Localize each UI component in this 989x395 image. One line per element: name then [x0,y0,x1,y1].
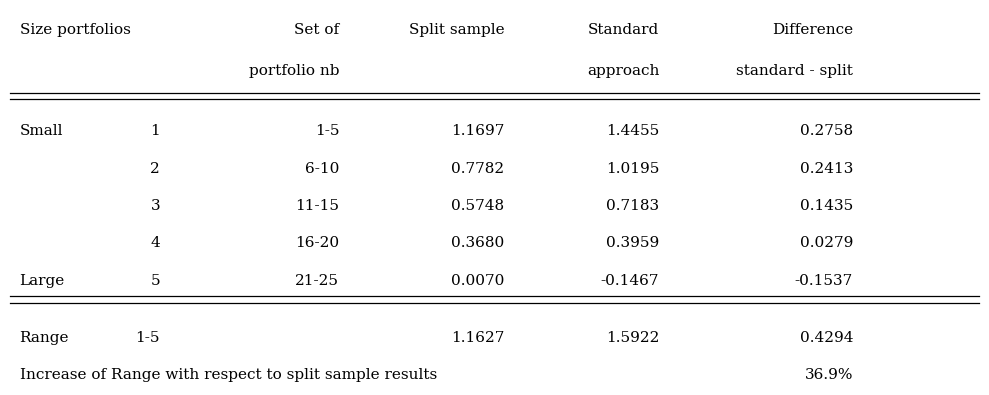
Text: -0.1467: -0.1467 [600,274,660,288]
Text: portfolio nb: portfolio nb [249,64,339,78]
Text: approach: approach [586,64,660,78]
Text: Standard: Standard [588,23,660,37]
Text: 1.1627: 1.1627 [451,331,504,345]
Text: 0.2758: 0.2758 [800,124,854,138]
Text: 16-20: 16-20 [296,236,339,250]
Text: 0.2413: 0.2413 [800,162,854,176]
Text: 6-10: 6-10 [305,162,339,176]
Text: 0.1435: 0.1435 [800,199,854,213]
Text: 0.7183: 0.7183 [606,199,660,213]
Text: 0.5748: 0.5748 [451,199,504,213]
Text: Large: Large [20,274,65,288]
Text: Difference: Difference [772,23,854,37]
Text: 1-5: 1-5 [315,124,339,138]
Text: 1.4455: 1.4455 [606,124,660,138]
Text: -0.1537: -0.1537 [795,274,854,288]
Text: 1.1697: 1.1697 [451,124,504,138]
Text: Set of: Set of [295,23,339,37]
Text: 0.0279: 0.0279 [800,236,854,250]
Text: 11-15: 11-15 [296,199,339,213]
Text: 0.3959: 0.3959 [606,236,660,250]
Text: 1.5922: 1.5922 [606,331,660,345]
Text: 4: 4 [150,236,160,250]
Text: 0.4294: 0.4294 [800,331,854,345]
Text: 1-5: 1-5 [135,331,160,345]
Text: 5: 5 [150,274,160,288]
Text: 0.3680: 0.3680 [451,236,504,250]
Text: standard - split: standard - split [736,64,854,78]
Text: 1.0195: 1.0195 [606,162,660,176]
Text: Range: Range [20,331,69,345]
Text: 1: 1 [150,124,160,138]
Text: Small: Small [20,124,63,138]
Text: 36.9%: 36.9% [805,368,854,382]
Text: 0.7782: 0.7782 [451,162,504,176]
Text: 2: 2 [150,162,160,176]
Text: 0.0070: 0.0070 [451,274,504,288]
Text: Split sample: Split sample [408,23,504,37]
Text: 21-25: 21-25 [296,274,339,288]
Text: Increase of Range with respect to split sample results: Increase of Range with respect to split … [20,368,437,382]
Text: Size portfolios: Size portfolios [20,23,131,37]
Text: 3: 3 [150,199,160,213]
